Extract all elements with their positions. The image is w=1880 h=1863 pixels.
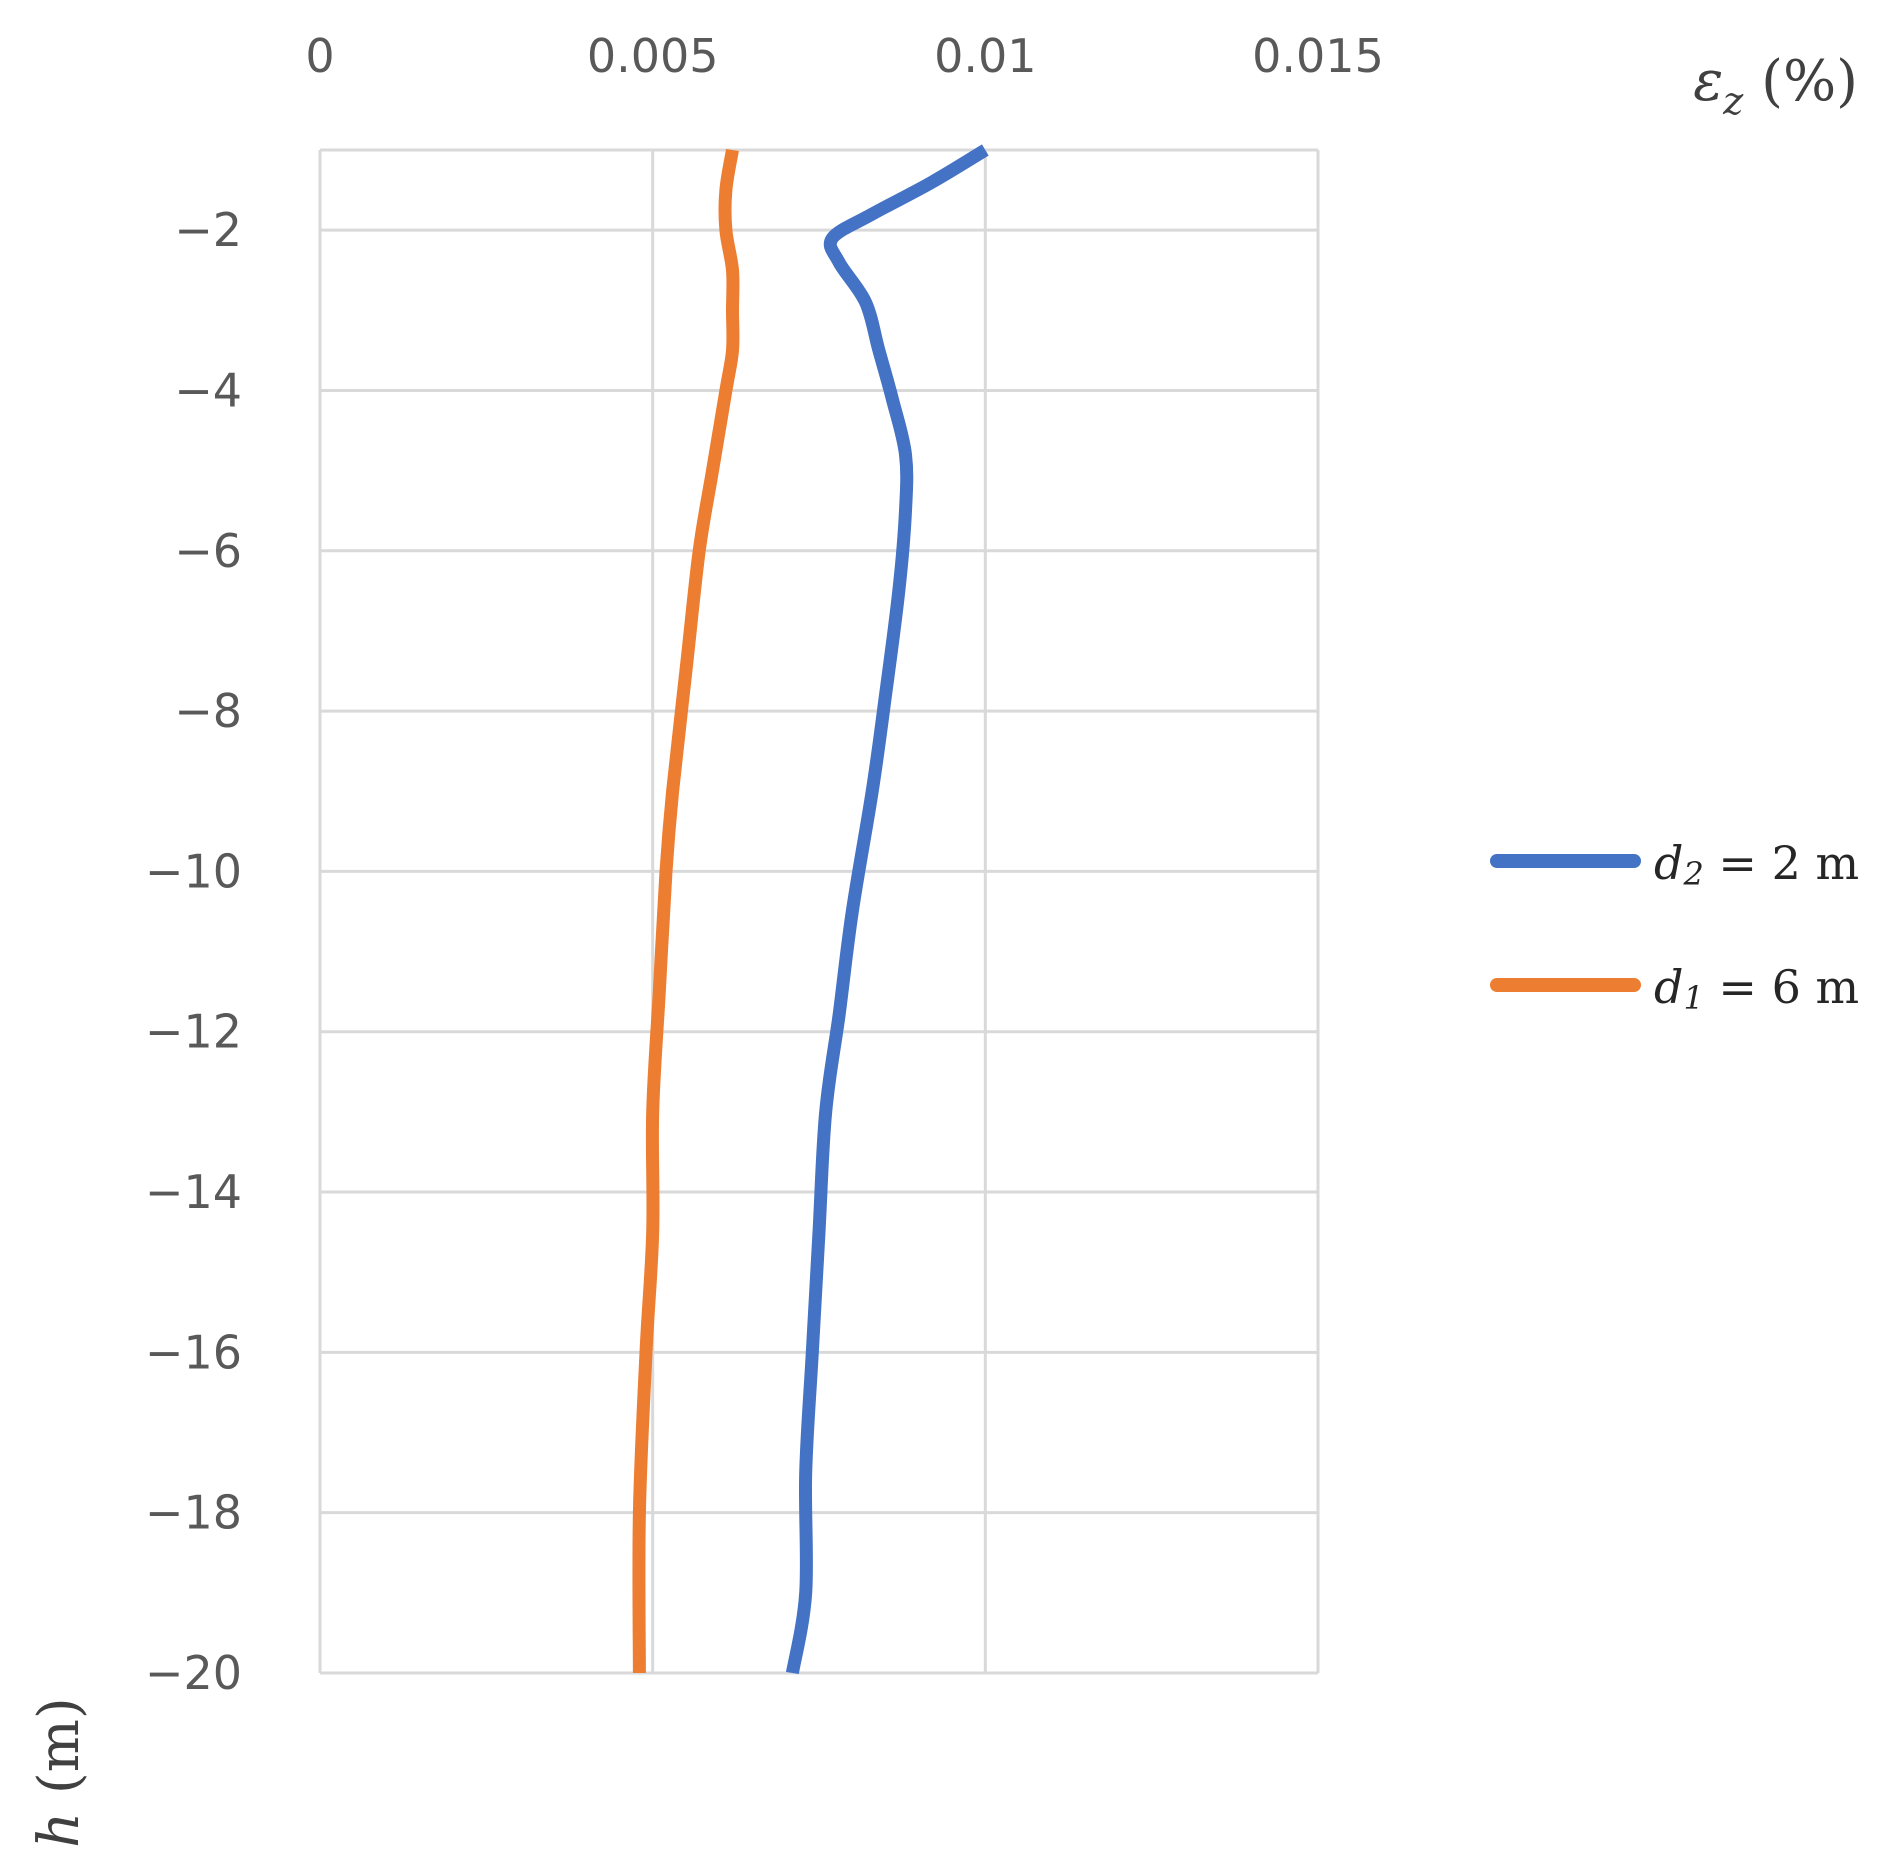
x-tick-label-2: 0.01 <box>934 29 1036 83</box>
gridlines <box>318 148 1320 1675</box>
x-axis-title-symbol: ε <box>1693 49 1723 114</box>
y-tick-label-0: −2 <box>174 203 242 257</box>
legend-label-d1: d1 = 6 m <box>1654 960 1859 1017</box>
legend: d2 = 2 m d1 = 6 m <box>1490 836 1859 1017</box>
series-line-d2 <box>785 144 989 1675</box>
y-tick-label-5: −12 <box>145 1005 242 1059</box>
x-tick-label-0: 0 <box>305 29 334 83</box>
series-lines <box>632 144 989 1675</box>
y-tick-label-8: −18 <box>145 1486 242 1540</box>
series-line-d1 <box>632 148 740 1674</box>
y-axis-title-unit: (m) <box>27 1697 92 1794</box>
y-tick-label-3: −8 <box>174 684 242 738</box>
y-tick-label-2: −6 <box>174 524 242 578</box>
y-tick-label-1: −4 <box>174 363 242 417</box>
y-tick-label-9: −20 <box>145 1646 242 1700</box>
y-axis-title-symbol: h <box>27 1812 92 1848</box>
y-tick-label-6: −14 <box>145 1165 242 1219</box>
x-axis-title-unit: (%) <box>1761 49 1858 114</box>
legend-item-d1: d1 = 6 m <box>1490 960 1859 1017</box>
y-tick-label-4: −10 <box>145 844 242 898</box>
y-axis-tick-labels: −2 −4 −6 −8 −10 −12 −14 −16 −18 −20 <box>145 203 242 1700</box>
legend-item-d2: d2 = 2 m <box>1490 836 1859 893</box>
y-axis-title: h (m) <box>27 1697 92 1848</box>
y-tick-label-7: −16 <box>145 1325 242 1379</box>
x-axis-title-subscript: z <box>1722 79 1744 123</box>
x-tick-label-1: 0.005 <box>587 29 719 83</box>
x-axis-tick-labels: 0 0.005 0.01 0.015 <box>305 29 1383 83</box>
x-tick-label-3: 0.015 <box>1252 29 1384 83</box>
legend-label-d2: d2 = 2 m <box>1654 836 1859 893</box>
x-axis-title: εz (%) <box>1693 49 1858 123</box>
